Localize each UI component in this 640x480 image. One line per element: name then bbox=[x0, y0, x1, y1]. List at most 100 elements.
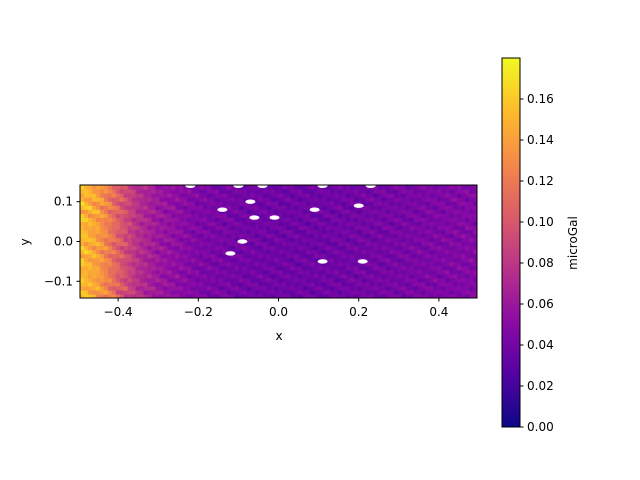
heatmap-cell bbox=[286, 249, 292, 255]
heatmap-cell bbox=[393, 281, 399, 287]
heatmap-cell bbox=[298, 193, 303, 198]
heatmap-cell bbox=[417, 249, 423, 255]
heatmap-cell bbox=[322, 277, 327, 283]
heatmap-cell bbox=[80, 261, 85, 267]
heatmap-cell bbox=[445, 257, 450, 263]
heatmap-cell bbox=[167, 209, 172, 214]
heatmap-cell bbox=[127, 289, 133, 295]
heatmap-cell bbox=[290, 265, 295, 271]
heatmap-cell bbox=[338, 285, 343, 291]
heatmap-cell bbox=[338, 261, 343, 267]
heatmap-cell bbox=[254, 265, 260, 271]
heatmap-cell bbox=[286, 289, 292, 295]
heatmap-cell bbox=[115, 237, 121, 243]
heatmap-cell bbox=[218, 289, 224, 295]
heatmap-cell bbox=[250, 237, 256, 243]
heatmap-cell bbox=[199, 189, 204, 194]
heatmap-cell bbox=[413, 237, 419, 243]
heatmap-cell bbox=[393, 213, 399, 218]
heatmap-cell bbox=[361, 265, 367, 271]
heatmap-cell bbox=[203, 233, 208, 239]
heatmap-cell bbox=[254, 229, 260, 235]
heatmap-cell bbox=[342, 241, 347, 247]
heatmap-cell bbox=[218, 265, 224, 271]
heatmap-cell bbox=[441, 261, 446, 267]
heatmap-cell bbox=[199, 237, 204, 243]
heatmap-cell bbox=[99, 245, 105, 251]
heatmap-cell bbox=[290, 197, 295, 202]
heatmap-cell bbox=[266, 261, 272, 267]
heatmap-cell bbox=[91, 265, 97, 271]
y-tick-label: −0.1 bbox=[44, 274, 73, 288]
heatmap-cell bbox=[453, 209, 458, 214]
heatmap-cell bbox=[385, 225, 391, 230]
heatmap-cell bbox=[274, 237, 280, 243]
heatmap-cell bbox=[270, 241, 276, 247]
heatmap-cell bbox=[119, 245, 125, 251]
heatmap-cell bbox=[203, 245, 208, 251]
heatmap-cell bbox=[111, 213, 117, 218]
heatmap-cell bbox=[183, 245, 188, 251]
heatmap-cell bbox=[234, 289, 240, 295]
heatmap-cell bbox=[397, 277, 403, 283]
heatmap-cell bbox=[123, 229, 129, 235]
heatmap-cell bbox=[409, 225, 415, 230]
heatmap-cell bbox=[207, 261, 212, 267]
heatmap-cell bbox=[135, 253, 141, 259]
heatmap-cell bbox=[99, 189, 105, 194]
heatmap-cell bbox=[310, 233, 315, 239]
heatmap-cell bbox=[246, 273, 252, 279]
heatmap-cell bbox=[167, 233, 172, 239]
heatmap-cell bbox=[345, 289, 351, 295]
heatmap-cell bbox=[457, 269, 462, 275]
heatmap-cell bbox=[226, 253, 232, 259]
heatmap-cell bbox=[377, 217, 383, 222]
heatmap-cell bbox=[191, 281, 196, 287]
heatmap-cell bbox=[131, 285, 137, 291]
heatmap-cell bbox=[171, 221, 176, 226]
heatmap-cell bbox=[123, 269, 129, 275]
heatmap-cell bbox=[282, 201, 288, 206]
heatmap-cell bbox=[453, 193, 458, 198]
heatmap-cell bbox=[159, 185, 164, 190]
heatmap-cell bbox=[187, 241, 192, 247]
heatmap-cell bbox=[266, 265, 272, 271]
heatmap-cell bbox=[310, 225, 315, 230]
heatmap-cell bbox=[103, 269, 109, 275]
heatmap-cell bbox=[119, 205, 125, 210]
heatmap-cell bbox=[143, 285, 149, 291]
heatmap-cell bbox=[377, 273, 383, 279]
heatmap-cell bbox=[445, 273, 450, 279]
heatmap-cell bbox=[103, 193, 109, 198]
heatmap-cell bbox=[294, 185, 299, 190]
heatmap-cell bbox=[369, 193, 375, 198]
heatmap-cell bbox=[143, 273, 149, 279]
heatmap-cell bbox=[183, 269, 188, 275]
heatmap-cell bbox=[135, 225, 141, 230]
heatmap-cell bbox=[242, 197, 248, 202]
heatmap-cell bbox=[473, 229, 477, 235]
heatmap-cell bbox=[183, 257, 188, 263]
heatmap-cell bbox=[262, 201, 268, 206]
heatmap-cell bbox=[171, 209, 176, 214]
heatmap-cell bbox=[151, 221, 157, 226]
heatmap-cell bbox=[330, 229, 335, 235]
heatmap-cell bbox=[286, 261, 292, 267]
heatmap-cell bbox=[302, 221, 307, 226]
heatmap-cell bbox=[80, 213, 85, 218]
heatmap-cell bbox=[214, 249, 220, 255]
heatmap-cell bbox=[373, 293, 379, 298]
heatmap-cell bbox=[274, 273, 280, 279]
heatmap-cell bbox=[171, 273, 176, 279]
heatmap-cell bbox=[365, 257, 371, 263]
heatmap-cell bbox=[143, 209, 149, 214]
heatmap-cell bbox=[187, 277, 192, 283]
heatmap-cell bbox=[385, 273, 391, 279]
heatmap-cell bbox=[250, 225, 256, 230]
heatmap-cell bbox=[111, 197, 117, 202]
heatmap-cell bbox=[437, 289, 442, 295]
heatmap-cell bbox=[473, 285, 477, 291]
heatmap-cell bbox=[433, 261, 438, 267]
heatmap-cell bbox=[278, 205, 284, 210]
heatmap-cell bbox=[99, 257, 105, 263]
